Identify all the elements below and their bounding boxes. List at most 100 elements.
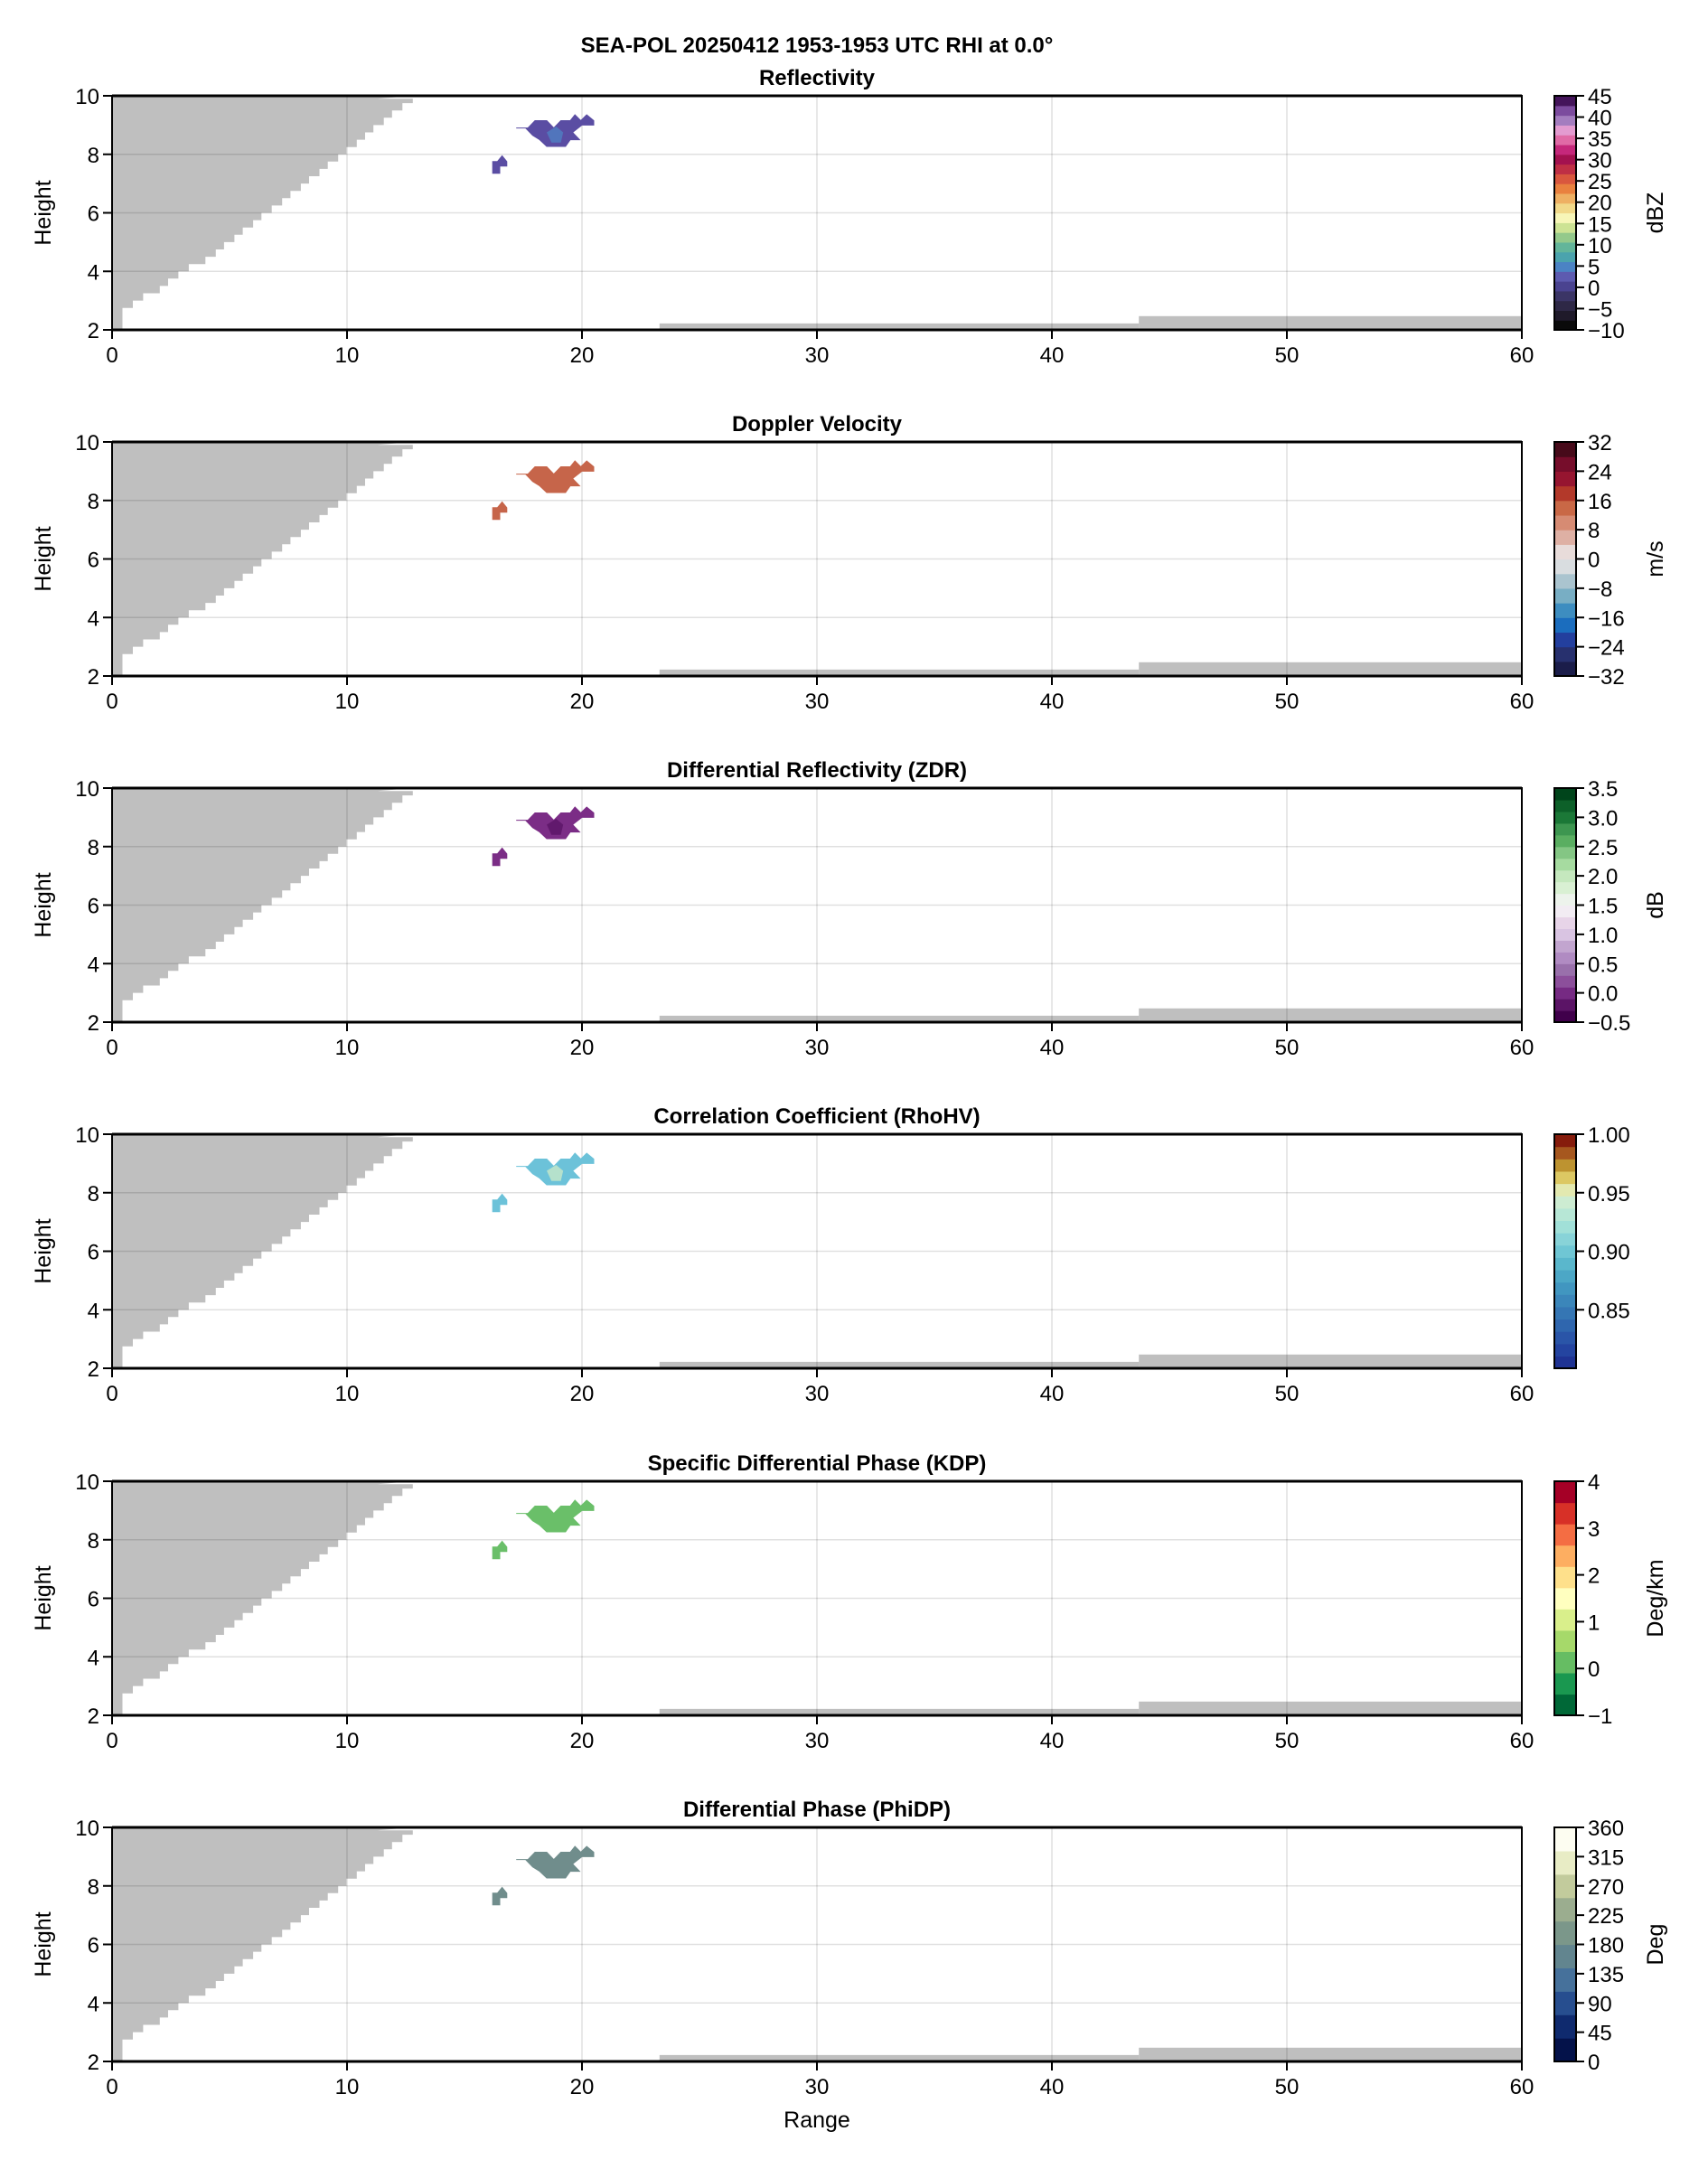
- colorbar-segment: [1554, 154, 1576, 165]
- x-tick-label: 50: [1275, 690, 1300, 714]
- panel-rhohv: Correlation Coefficient (RhoHV)0 10 20 30 40…: [31, 1104, 1630, 1406]
- colorbar-segment: [1554, 1319, 1576, 1332]
- blocked-wedge: [112, 442, 413, 676]
- y-tick-label: 10: [75, 1470, 99, 1495]
- colorbar-segment: [1554, 271, 1576, 282]
- x-tick-label: 20: [570, 1382, 595, 1406]
- colorbar-units-label: Deg/km: [1643, 1559, 1668, 1637]
- x-tick-label: 30: [805, 1382, 830, 1406]
- colorbar-segment: [1554, 222, 1576, 233]
- colorbar-segment: [1554, 456, 1576, 472]
- x-tick-label: 10: [335, 343, 360, 368]
- colorbar-tick-label: −10: [1588, 319, 1625, 343]
- blocked-bottom-step: [1139, 662, 1522, 676]
- x-tick-label: 30: [805, 2075, 830, 2099]
- colorbar-tick-label: 45: [1588, 85, 1612, 109]
- echo-small-cell: [492, 501, 508, 521]
- x-tick-label: 50: [1275, 343, 1300, 368]
- colorbar-segment: [1554, 471, 1576, 487]
- colorbar-segment: [1554, 940, 1576, 953]
- blocked-wedge: [112, 1134, 413, 1368]
- y-tick-label: 10: [75, 1123, 99, 1148]
- colorbar-segment: [1554, 1944, 1576, 1968]
- x-tick-label: 10: [335, 1382, 360, 1406]
- colorbar-segment: [1554, 632, 1576, 648]
- x-tick-label: 10: [335, 2075, 360, 2099]
- colorbar-tick-label: 20: [1588, 192, 1612, 216]
- panel-title: Doppler Velocity: [732, 412, 903, 437]
- x-tick-label: 30: [805, 343, 830, 368]
- colorbar-segment: [1554, 869, 1576, 883]
- colorbar-segment: [1554, 963, 1576, 976]
- x-tick-label: 30: [805, 690, 830, 714]
- colorbar-segment: [1554, 174, 1576, 184]
- colorbar-segment: [1554, 290, 1576, 302]
- x-tick-label: 40: [1040, 690, 1065, 714]
- y-tick-label: 2: [88, 1011, 99, 1036]
- x-tick-label: 10: [335, 690, 360, 714]
- colorbar-tick-label: 135: [1588, 1963, 1624, 1987]
- colorbar-segment: [1554, 2038, 1576, 2062]
- colorbar-segment: [1554, 514, 1576, 531]
- panel-title: Differential Reflectivity (ZDR): [667, 758, 967, 783]
- colorbar-segment: [1554, 500, 1576, 516]
- x-tick-label: 20: [570, 690, 595, 714]
- colorbar-segment: [1554, 1545, 1576, 1567]
- colorbar-segment: [1554, 559, 1576, 575]
- colorbar-tick-label: 2.5: [1588, 836, 1618, 860]
- colorbar-segment: [1554, 1244, 1576, 1258]
- colorbar-segment: [1554, 1207, 1576, 1222]
- colorbar-segment: [1554, 1170, 1576, 1185]
- y-tick-label: 4: [88, 260, 99, 285]
- colorbar-units-label: dBZ: [1643, 192, 1668, 234]
- y-axis-label: Height: [31, 180, 56, 245]
- colorbar-segment: [1554, 1524, 1576, 1546]
- colorbar-segment: [1554, 1146, 1576, 1160]
- x-tick-label: 60: [1510, 2075, 1534, 2099]
- colorbar-tick-label: 315: [1588, 1845, 1624, 1870]
- x-tick-label: 60: [1510, 1729, 1534, 1753]
- y-tick-label: 6: [88, 1588, 99, 1612]
- colorbar-segment: [1554, 1967, 1576, 1992]
- colorbar-tick-label: 45: [1588, 2022, 1612, 2046]
- colorbar-segment: [1554, 881, 1576, 895]
- colorbar-tick-label: 0.95: [1588, 1182, 1630, 1207]
- y-tick-label: 4: [88, 1992, 99, 2016]
- colorbar-tick-label: 0.90: [1588, 1241, 1630, 1265]
- colorbar-tick-label: 40: [1588, 107, 1612, 131]
- colorbar-segment: [1554, 105, 1576, 117]
- colorbar-segment: [1554, 1159, 1576, 1172]
- colorbar-segment: [1554, 1873, 1576, 1899]
- colorbar-segment: [1554, 202, 1576, 214]
- x-tick-label: 40: [1040, 1729, 1065, 1753]
- x-tick-label: 30: [805, 1729, 830, 1753]
- echo-small-cell: [492, 1886, 508, 1906]
- colorbar-segment: [1554, 1183, 1576, 1197]
- y-tick-label: 6: [88, 202, 99, 227]
- blocked-bottom-step: [659, 1361, 1140, 1368]
- colorbar-tick-label: 1.5: [1588, 895, 1618, 919]
- colorbar-tick-label: 270: [1588, 1875, 1624, 1900]
- blocked-bottom-step: [1139, 1008, 1522, 1022]
- blocked-bottom-step: [659, 1708, 1140, 1715]
- colorbar-segment: [1554, 1343, 1576, 1357]
- colorbar-segment: [1554, 544, 1576, 560]
- echo-core: [547, 1165, 564, 1181]
- colorbar-tick-label: 16: [1588, 490, 1612, 514]
- y-tick-label: 8: [88, 1182, 99, 1207]
- x-tick-label: 0: [106, 1729, 117, 1753]
- y-tick-label: 2: [88, 1357, 99, 1382]
- y-tick-label: 6: [88, 1241, 99, 1265]
- x-tick-label: 50: [1275, 1036, 1300, 1060]
- x-tick-label: 40: [1040, 343, 1065, 368]
- colorbar-segment: [1554, 1233, 1576, 1246]
- x-tick-label: 50: [1275, 1382, 1300, 1406]
- colorbar-segment: [1554, 822, 1576, 836]
- colorbar-segment: [1554, 183, 1576, 194]
- echo-small-cell: [492, 847, 508, 867]
- y-tick-label: 6: [88, 895, 99, 919]
- colorbar-segment: [1554, 2014, 1576, 2039]
- colorbar-tick-label: 3.5: [1588, 777, 1618, 802]
- x-tick-label: 50: [1275, 2075, 1300, 2099]
